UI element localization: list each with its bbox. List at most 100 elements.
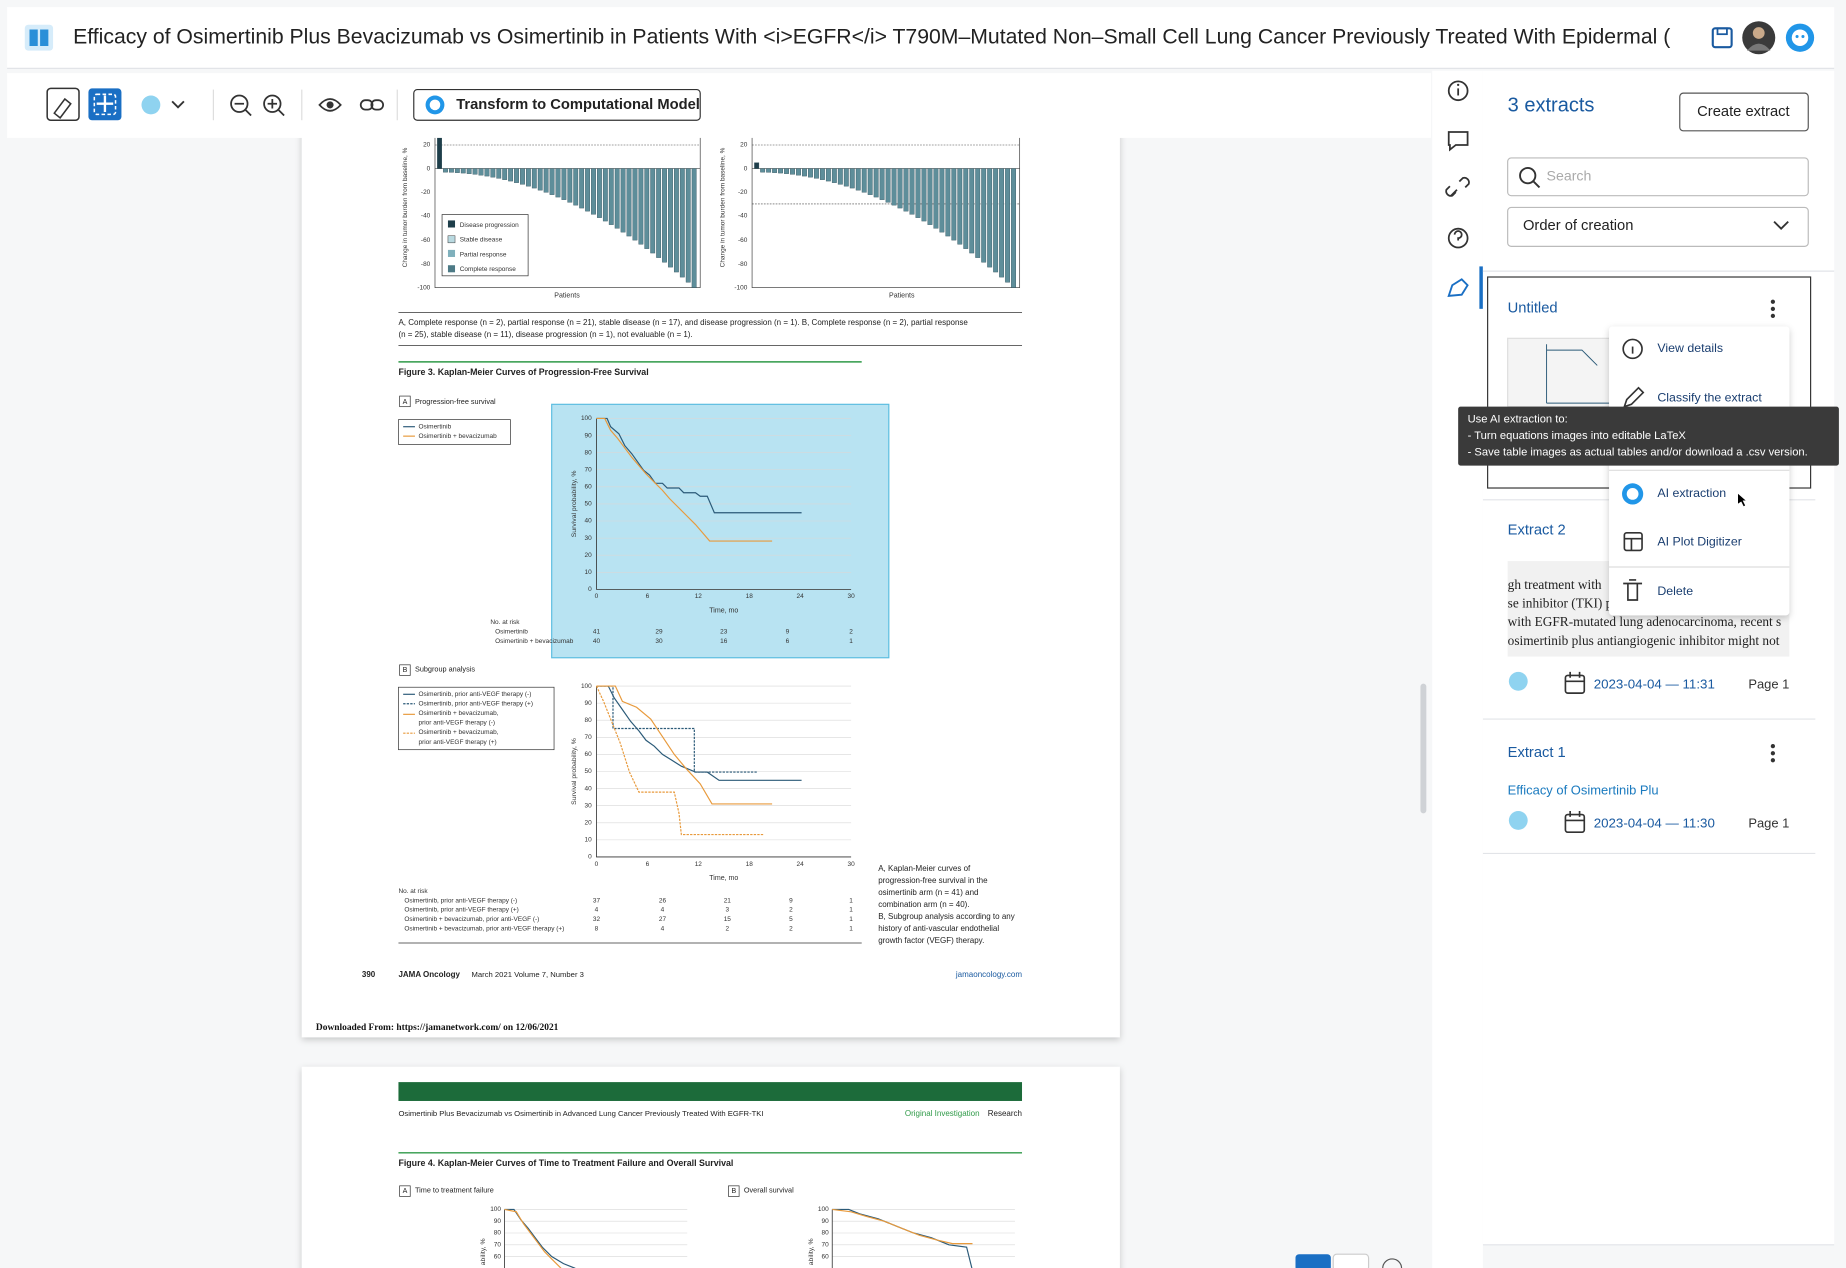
waterfall-bar — [656, 168, 662, 258]
card-menu-button[interactable] — [1770, 744, 1776, 763]
waterfall-bar — [602, 168, 608, 222]
tick-label: 90 — [494, 1218, 502, 1225]
waterfall-bar — [831, 168, 837, 183]
visibility[interactable] — [318, 98, 342, 112]
tick-label: 20 — [740, 142, 748, 149]
waterfall-bar — [443, 168, 448, 173]
legend-label: Osimertinib + bevacizumab, — [418, 729, 498, 736]
view-toggle[interactable] — [1295, 1253, 1403, 1268]
scrollbar[interactable] — [1420, 683, 1427, 814]
axis-label: ability, % — [808, 1238, 815, 1265]
risk-cell: 37 — [593, 897, 601, 904]
extract-count: 3 extracts — [1508, 94, 1595, 116]
save-icon[interactable] — [1711, 27, 1733, 49]
help-icon[interactable] — [1447, 227, 1469, 249]
app-logo[interactable] — [24, 24, 54, 51]
side-note: growth factor (VEGF) therapy. — [878, 936, 984, 945]
tick-label: 18 — [746, 593, 754, 600]
tick-label: 50 — [585, 768, 593, 775]
user-avatar[interactable] — [1742, 21, 1776, 55]
menu-item[interactable]: AI extraction — [1657, 486, 1726, 500]
color-picker[interactable] — [141, 95, 185, 115]
comments-icon[interactable] — [1447, 131, 1469, 152]
waterfall-bar — [808, 168, 813, 178]
tick-label: 0 — [595, 861, 599, 868]
tick-label: 80 — [494, 1230, 502, 1237]
risk-cell: 4 — [595, 907, 599, 914]
extract-title: Extract 1 — [1508, 745, 1566, 761]
tooltip-line: - Save table images as actual tables and… — [1468, 447, 1808, 459]
side-note: A, Kaplan-Meier curves of — [878, 864, 971, 873]
menu-item[interactable]: AI Plot Digitizer — [1657, 534, 1741, 548]
risk-cell: 8 — [595, 926, 599, 933]
section: Original Investigation — [905, 1109, 980, 1118]
snippet-line: gh treatment with — [1508, 577, 1602, 592]
tick-label: 70 — [821, 1241, 829, 1248]
annotate-tool[interactable] — [46, 87, 80, 122]
links-icon[interactable] — [1445, 176, 1470, 197]
assistant-icon[interactable] — [1785, 23, 1815, 52]
waterfall-bar — [679, 168, 685, 278]
waterfall-bar — [449, 168, 454, 173]
menu-item[interactable]: View details — [1657, 341, 1723, 355]
waterfall-bar — [975, 168, 981, 258]
waterfall-bar — [620, 168, 626, 233]
waterfall-bar — [520, 168, 525, 185]
icon-rail — [1432, 70, 1483, 1268]
button-label: Transform to Computational Model — [456, 97, 700, 113]
waterfall-bar — [561, 168, 567, 200]
waterfall-bar — [796, 168, 801, 176]
tick-label: 60 — [821, 1253, 829, 1260]
tick-label: 80 — [821, 1230, 829, 1237]
selected-region[interactable] — [551, 403, 890, 659]
legend-label: Osimertinib — [418, 423, 451, 430]
risk-cell: 4 — [661, 926, 665, 933]
info-icon[interactable] — [1447, 80, 1469, 102]
waterfall-bar — [999, 168, 1005, 278]
side-note: combination arm (n = 40). — [878, 900, 969, 909]
select-tool[interactable] — [88, 88, 122, 121]
legend-label: Osimertinib + bevacizumab — [418, 433, 497, 440]
panel-title: Subgroup analysis — [415, 664, 475, 673]
waterfall-bar — [508, 168, 514, 182]
tick-label: 90 — [821, 1218, 829, 1225]
legend-label: prior anti-VEGF therapy (-) — [418, 720, 495, 727]
axis-label: Change in tumor burden from baseline, % — [719, 147, 726, 267]
waterfall-bar — [969, 168, 975, 254]
extracts-icon[interactable] — [1447, 266, 1483, 309]
risk-cell: 4 — [661, 907, 665, 914]
zoom-out[interactable] — [230, 94, 252, 117]
search-input[interactable] — [1507, 157, 1809, 197]
waterfall-bar — [784, 168, 789, 174]
risk-cell: 1 — [849, 907, 853, 914]
risk-cell: 1 — [849, 926, 853, 933]
transform-button[interactable] — [413, 88, 701, 121]
create-extract-button[interactable] — [1679, 92, 1809, 132]
tick-label: 12 — [695, 593, 703, 600]
waterfall-bar — [802, 168, 807, 177]
menu-item[interactable]: Delete — [1657, 584, 1693, 598]
waterfall-bar — [668, 168, 673, 268]
card-menu-button[interactable] — [1770, 299, 1776, 319]
waterfall-bar — [466, 168, 472, 174]
waterfall-bar — [567, 168, 573, 203]
journal: JAMA Oncology — [398, 970, 460, 979]
waterfall-bar — [778, 168, 783, 174]
risk-cell: 5 — [789, 916, 793, 923]
sort-dropdown[interactable] — [1507, 206, 1809, 247]
waterfall-bar — [614, 168, 620, 229]
zoom-in[interactable] — [263, 94, 285, 117]
waterfall-bar — [867, 168, 873, 195]
tick-label: 90 — [585, 432, 593, 439]
menu-item[interactable]: Classify the extract — [1657, 391, 1762, 405]
tick-label: 70 — [494, 1241, 502, 1248]
link[interactable] — [359, 99, 385, 111]
panel-letter: A — [403, 1188, 408, 1195]
extract-page: Page 1 — [1748, 815, 1789, 830]
tick-label: -80 — [738, 261, 748, 268]
tick-label: 0 — [595, 593, 599, 600]
axis-label: Survival probability, % — [571, 738, 578, 805]
caption: A, Complete response (n = 2), partial re… — [398, 318, 968, 327]
waterfall-bar — [585, 168, 590, 212]
waterfall-bar — [843, 168, 849, 187]
